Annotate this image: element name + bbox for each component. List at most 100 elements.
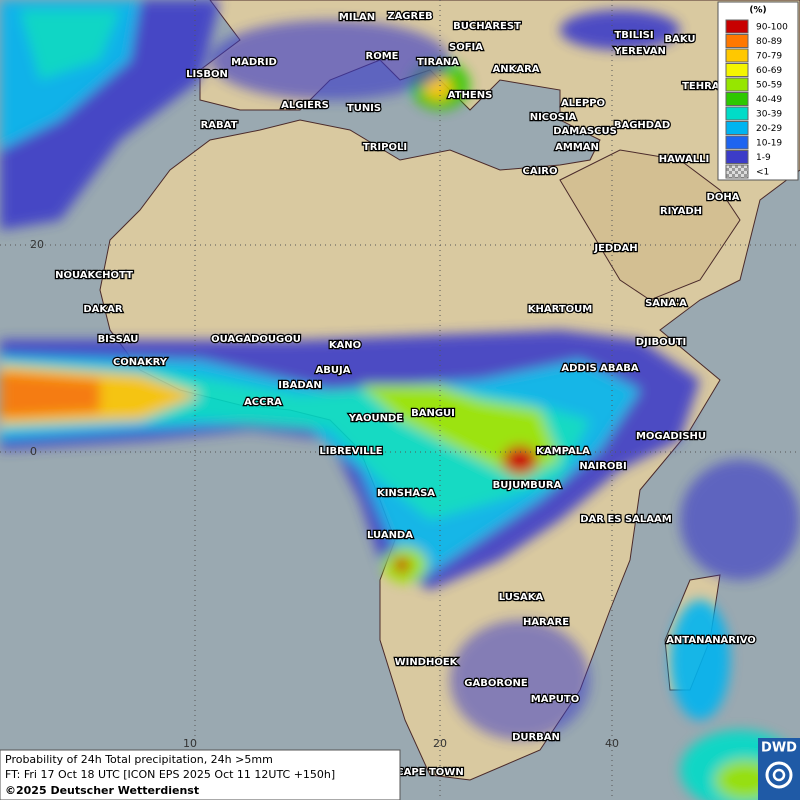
city-label: LIBREVILLE: [319, 446, 382, 457]
footer-line: ©2025 Deutscher Wetterdienst: [5, 784, 199, 797]
legend-swatch: [725, 63, 749, 77]
legend-swatch: [725, 135, 749, 150]
city-label: NOUAKCHOTT: [55, 270, 133, 281]
legend-label: 60-69: [756, 66, 782, 76]
city-label: MAPUTO: [531, 694, 579, 705]
city-label: ACCRA: [244, 397, 282, 408]
city-label: MILAN: [339, 12, 375, 23]
city-label: LUSAKA: [499, 592, 544, 603]
city-label: RABAT: [201, 120, 238, 131]
city-label: RIYADH: [660, 206, 702, 217]
footer-line: Probability of 24h Total precipitation, …: [5, 753, 273, 766]
longitude-label: 20: [433, 737, 447, 750]
city-label: KANO: [329, 340, 361, 351]
city-label: KHARTOUM: [528, 304, 593, 315]
city-label: OUAGADOUGOU: [211, 334, 301, 345]
city-label: ALGIERS: [281, 100, 329, 111]
city-label: DURBAN: [512, 732, 560, 743]
latitude-label: 0: [30, 445, 37, 458]
legend-swatch: [725, 48, 749, 63]
city-label: DAKAR: [83, 304, 123, 315]
city-label: JEDDAH: [593, 243, 637, 254]
city-label: BUCHAREST: [453, 21, 521, 32]
legend-swatch: [725, 121, 749, 135]
legend-label: <1: [756, 168, 769, 178]
city-label: MOGADISHU: [636, 431, 706, 442]
legend-label: 20-29: [756, 124, 782, 134]
city-label: CAPE TOWN: [396, 767, 463, 778]
city-label: HAWALLI: [659, 154, 709, 165]
city-label: SANA'A: [645, 298, 687, 309]
latitude-label: 20: [30, 238, 44, 251]
city-label: TBILISI: [614, 30, 653, 41]
city-label: YAOUNDE: [348, 413, 403, 424]
city-label: ROME: [366, 51, 399, 62]
city-label: LUANDA: [367, 530, 413, 541]
city-label: IBADAN: [278, 380, 322, 391]
legend-label: 10-19: [756, 139, 782, 149]
logo: DWD: [758, 738, 800, 800]
city-label: KINSHASA: [377, 488, 435, 499]
legend-swatch: [725, 34, 749, 48]
city-label: BANGUI: [411, 408, 455, 419]
legend-label: 90-100: [756, 23, 788, 33]
legend-label: 70-79: [756, 52, 782, 62]
city-label: BUJUMBURA: [493, 480, 562, 491]
city-labels: MILAN ZAGREB BUCHAREST TBILISI BAKU ROME SOFIA…: [54, 10, 757, 780]
legend-swatch: [725, 77, 749, 92]
legend-swatch: [725, 164, 749, 179]
city-label: ATHENS: [448, 90, 493, 101]
legend-swatch: [725, 106, 749, 121]
city-label: YEREVAN: [613, 46, 666, 57]
legend-title: (%): [749, 6, 766, 16]
city-label: GABORONE: [464, 678, 528, 689]
city-label: ALEPPO: [561, 98, 605, 109]
city-label: BAKU: [664, 34, 695, 45]
city-label: DAR ES SALAAM: [580, 514, 672, 525]
legend-label: 50-59: [756, 81, 782, 91]
city-label: KAMPALA: [536, 446, 590, 457]
city-label: TUNIS: [347, 103, 381, 114]
longitude-label: 10: [183, 737, 197, 750]
city-label: SOFIA: [449, 42, 483, 53]
footer-line: FT: Fri 17 Oct 18 UTC [ICON EPS 2025 Oct…: [5, 768, 335, 781]
city-label: HARARE: [523, 617, 569, 628]
legend-label: 1-9: [756, 153, 771, 163]
city-label: ADDIS ABABA: [561, 363, 638, 374]
logo-text: DWD: [761, 741, 797, 756]
legend-swatch: [725, 19, 749, 34]
city-label: WINDHOEK: [395, 657, 459, 668]
city-label: ABUJA: [316, 365, 351, 376]
city-label: TIRANA: [417, 57, 459, 68]
longitude-label: 40: [605, 737, 619, 750]
grid-labels: 20 0 10 20 40: [30, 238, 619, 750]
city-label: DAMASCUS: [553, 126, 617, 137]
city-label: CAIRO: [523, 166, 558, 177]
city-label: NICOSIA: [530, 112, 577, 123]
legend-label: 80-89: [756, 37, 782, 47]
city-label: BISSAU: [98, 334, 139, 345]
city-label: DJIBOUTI: [636, 337, 687, 348]
legend-swatch: [725, 92, 749, 106]
legend-label: 40-49: [756, 95, 782, 105]
city-label: BAGHDAD: [614, 120, 670, 131]
city-label: CONAKRY: [113, 357, 168, 368]
city-label: MADRID: [231, 57, 277, 68]
city-label: DOHA: [707, 192, 740, 203]
city-label: NAIROBI: [579, 461, 626, 472]
footer: Probability of 24h Total precipitation, …: [0, 749, 401, 800]
city-label: ANTANANARIVO: [666, 635, 756, 646]
city-label: ZAGREB: [387, 11, 432, 22]
city-label: AMMAN: [555, 142, 599, 153]
legend: (%) 90-100 80-89 70-79 60-69 50-59 40-49 30-39…: [717, 1, 799, 181]
city-label: TRIPOLI: [363, 142, 407, 153]
city-label: TEHRAN: [682, 81, 728, 92]
city-label: LISBON: [186, 69, 228, 80]
legend-swatch: [725, 150, 749, 164]
city-label: ANKARA: [492, 64, 539, 75]
legend-label: 30-39: [756, 110, 782, 120]
